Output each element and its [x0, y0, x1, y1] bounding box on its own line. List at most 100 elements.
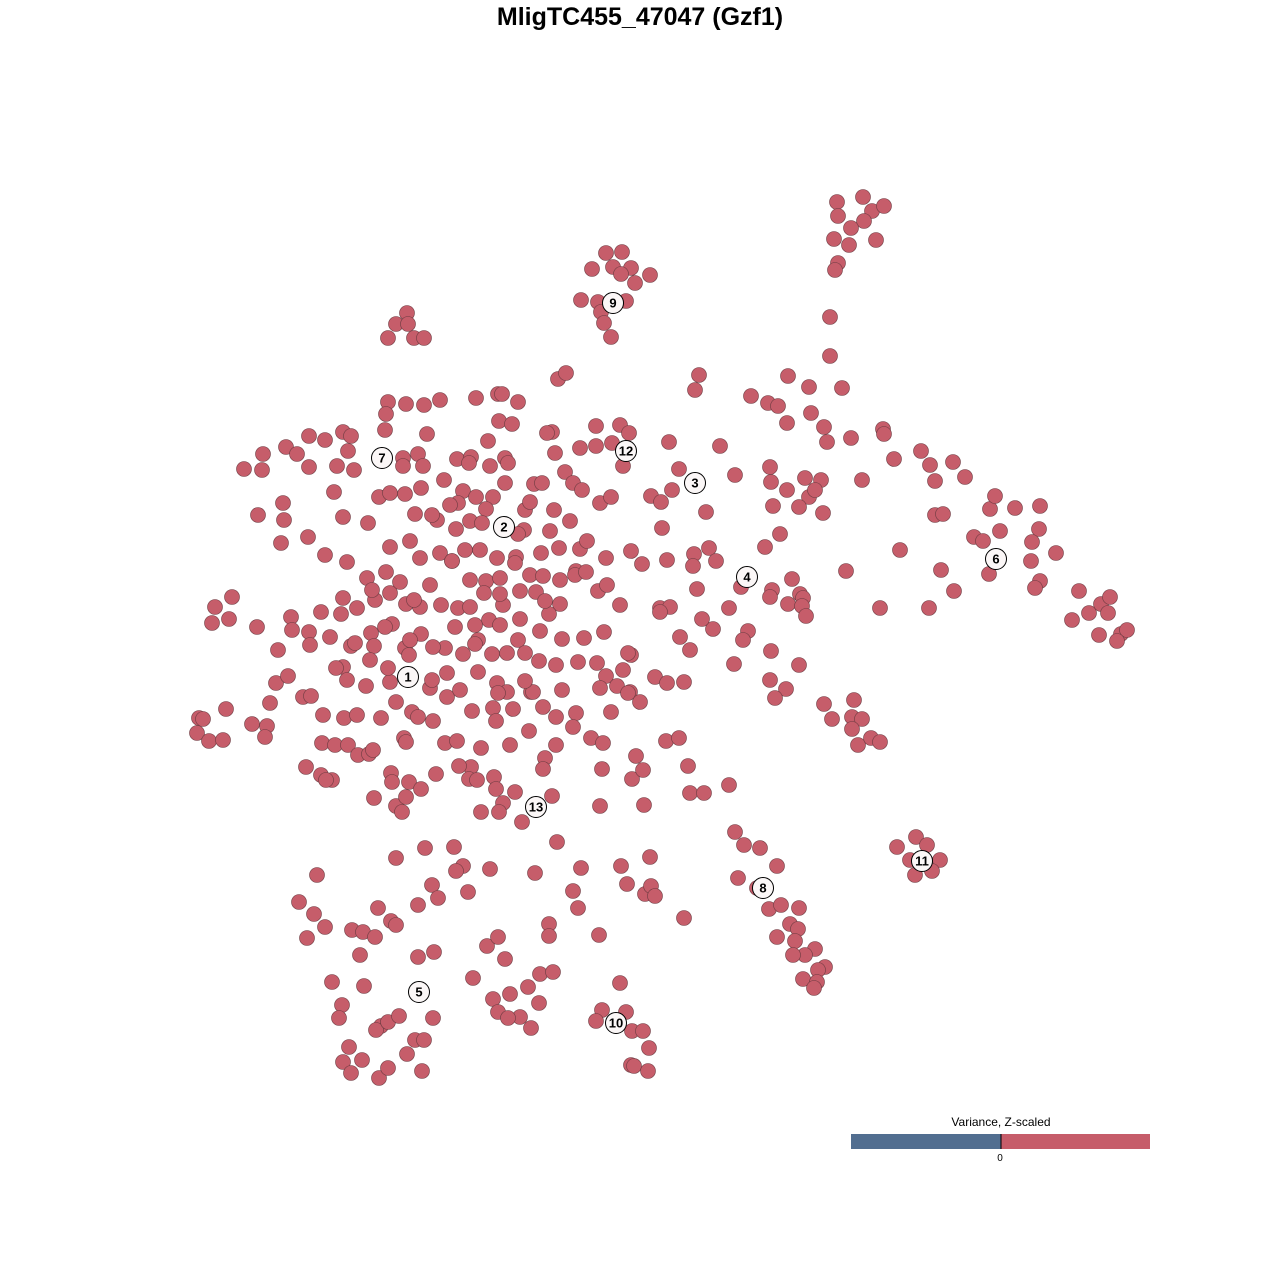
data-point	[843, 220, 859, 236]
data-point	[727, 824, 743, 840]
cluster-label-11: 11	[911, 850, 933, 872]
data-point	[933, 562, 949, 578]
data-point	[448, 521, 464, 537]
data-point	[474, 515, 490, 531]
data-point	[354, 1052, 370, 1068]
data-point	[612, 597, 628, 613]
data-point	[257, 729, 273, 745]
data-point	[652, 604, 668, 620]
data-point	[987, 488, 1003, 504]
data-point	[512, 611, 528, 627]
data-point	[975, 533, 991, 549]
data-point	[255, 446, 271, 462]
data-point	[780, 596, 796, 612]
colorbar-low-segment	[851, 1134, 1001, 1149]
data-point	[467, 617, 483, 633]
data-point	[433, 597, 449, 613]
data-point	[339, 554, 355, 570]
data-point	[401, 774, 417, 790]
cluster-label-badge	[493, 516, 515, 538]
data-point	[767, 690, 783, 706]
data-point	[341, 1039, 357, 1055]
data-point	[551, 540, 567, 556]
data-point	[614, 244, 630, 260]
data-point	[565, 719, 581, 735]
data-point	[276, 512, 292, 528]
data-point	[535, 568, 551, 584]
data-point	[382, 585, 398, 601]
data-point	[491, 804, 507, 820]
data-point	[414, 1063, 430, 1079]
data-point	[791, 900, 807, 916]
data-point	[502, 986, 518, 1002]
data-point	[302, 637, 318, 653]
cluster-label-text: 4	[743, 570, 751, 585]
data-point	[908, 829, 924, 845]
data-point	[473, 740, 489, 756]
data-point	[1048, 545, 1064, 561]
data-point	[640, 1063, 656, 1079]
data-point	[642, 849, 658, 865]
data-point	[303, 688, 319, 704]
data-point	[532, 966, 548, 982]
data-point	[460, 884, 476, 900]
data-point	[406, 592, 422, 608]
data-point	[394, 804, 410, 820]
data-point	[358, 678, 374, 694]
data-point	[579, 533, 595, 549]
data-point	[676, 674, 692, 690]
cluster-label-badge	[602, 292, 624, 314]
data-point	[671, 730, 687, 746]
data-point	[366, 790, 382, 806]
data-point	[425, 639, 441, 655]
data-point	[424, 672, 440, 688]
data-point	[591, 927, 607, 943]
data-point	[945, 454, 961, 470]
data-point	[624, 771, 640, 787]
data-point	[532, 623, 548, 639]
data-point	[816, 696, 832, 712]
data-point	[598, 550, 614, 566]
data-point	[815, 505, 831, 521]
data-point	[512, 583, 528, 599]
data-point	[574, 482, 590, 498]
data-point	[378, 406, 394, 422]
data-point	[803, 405, 819, 421]
data-point	[413, 781, 429, 797]
data-point	[780, 368, 796, 384]
data-point	[391, 1008, 407, 1024]
data-point	[492, 570, 508, 586]
data-point	[419, 426, 435, 442]
cluster-label-badge	[752, 877, 774, 899]
data-point	[772, 526, 788, 542]
data-point	[547, 445, 563, 461]
data-point	[1064, 612, 1080, 628]
data-point	[578, 564, 594, 580]
data-point	[500, 1010, 516, 1026]
data-point	[268, 675, 284, 691]
data-point	[207, 599, 223, 615]
data-point	[452, 682, 468, 698]
data-point	[380, 330, 396, 346]
data-point	[935, 506, 951, 522]
data-point	[432, 545, 448, 561]
data-point	[621, 425, 637, 441]
data-point	[444, 553, 460, 569]
data-point	[407, 506, 423, 522]
data-point	[682, 785, 698, 801]
data-point	[313, 604, 329, 620]
data-point	[603, 489, 619, 505]
data-point	[627, 275, 643, 291]
data-point	[653, 494, 669, 510]
data-point	[752, 840, 768, 856]
data-point	[447, 619, 463, 635]
data-point	[557, 464, 573, 480]
data-point	[573, 292, 589, 308]
data-point	[872, 734, 888, 750]
cluster-label-badge	[911, 850, 933, 872]
data-point	[521, 723, 537, 739]
data-point	[331, 1010, 347, 1026]
data-point	[412, 550, 428, 566]
data-point	[201, 733, 217, 749]
data-point	[613, 266, 629, 282]
